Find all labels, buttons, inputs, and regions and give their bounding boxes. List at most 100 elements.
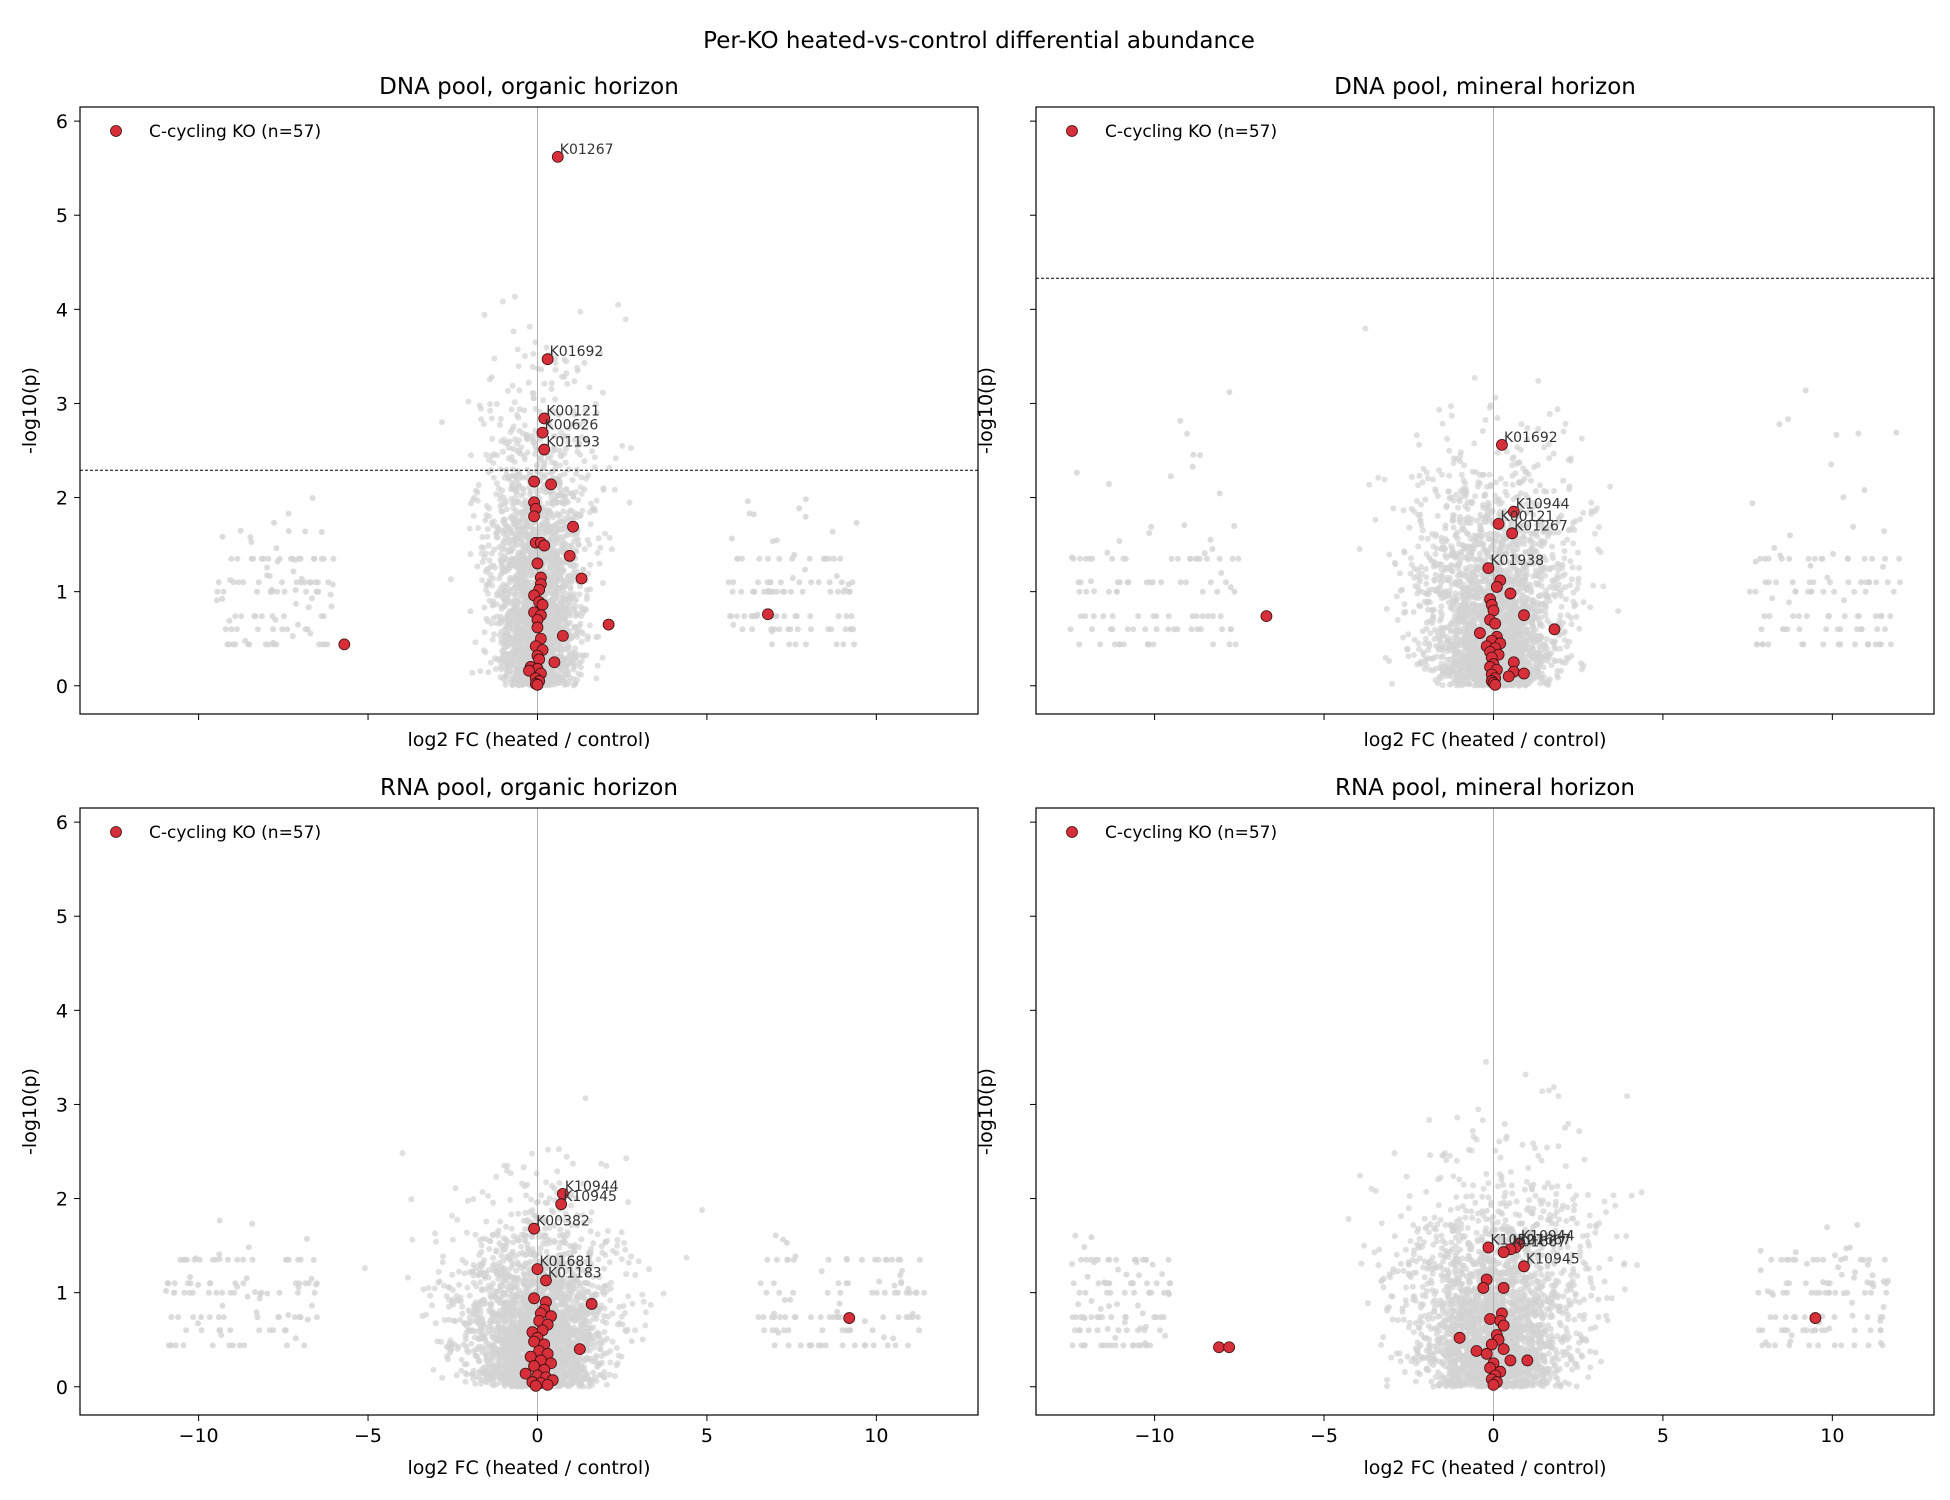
background-point <box>1416 578 1423 585</box>
background-point <box>594 662 601 669</box>
background-point <box>1453 491 1460 498</box>
background-point <box>1415 640 1422 647</box>
background-point <box>491 546 498 553</box>
background-point <box>527 551 534 558</box>
background-point <box>578 474 585 481</box>
background-point <box>1443 554 1450 561</box>
background-point <box>830 555 837 562</box>
background-point <box>585 570 592 577</box>
background-point <box>1432 551 1439 558</box>
background-point <box>843 613 850 620</box>
background-point <box>538 522 544 529</box>
background-point <box>578 434 585 441</box>
background-point <box>786 641 793 648</box>
background-point <box>505 476 512 483</box>
background-point <box>1413 432 1420 439</box>
background-point <box>512 555 519 562</box>
background-point <box>1524 522 1531 529</box>
background-point <box>1567 558 1574 565</box>
background-point <box>481 311 488 318</box>
background-point <box>1509 472 1516 479</box>
background-point <box>597 350 604 357</box>
background-point <box>521 422 528 429</box>
background-point <box>572 645 579 652</box>
background-point <box>1564 536 1571 543</box>
background-point <box>524 466 531 473</box>
background-point <box>1461 462 1467 469</box>
background-point <box>519 606 525 613</box>
background-point <box>316 641 323 648</box>
background-point <box>557 452 564 459</box>
background-point <box>247 534 254 541</box>
background-point <box>503 506 510 513</box>
background-point <box>475 482 482 488</box>
background-point <box>1479 428 1486 435</box>
background-point <box>756 555 763 562</box>
background-point <box>1550 640 1557 647</box>
background-point <box>799 588 806 595</box>
background-point <box>511 590 518 597</box>
background-point <box>486 597 493 604</box>
background-point <box>502 678 509 685</box>
background-point <box>565 466 572 473</box>
background-point <box>535 528 542 535</box>
background-point <box>226 617 233 624</box>
background-point <box>498 666 505 673</box>
background-point <box>271 519 277 526</box>
background-point <box>565 425 572 432</box>
background-point <box>1523 501 1530 507</box>
background-point <box>486 376 493 383</box>
background-point <box>1558 667 1564 674</box>
background-point <box>230 579 237 586</box>
background-point <box>514 346 521 353</box>
background-point <box>234 555 241 562</box>
background-point <box>491 564 498 571</box>
background-point <box>1550 450 1557 457</box>
background-point <box>838 579 845 586</box>
background-point <box>479 577 486 584</box>
ko-point <box>538 412 551 425</box>
background-point <box>566 674 573 681</box>
background-point <box>1446 587 1453 594</box>
background-point <box>1560 428 1567 435</box>
background-point <box>764 555 771 562</box>
background-point <box>1532 674 1539 681</box>
background-point <box>1541 444 1548 451</box>
background-point <box>1416 441 1423 448</box>
background-point <box>219 595 226 602</box>
background-point <box>555 411 562 418</box>
background-point <box>1567 582 1574 589</box>
background-point <box>1431 577 1438 584</box>
background-point <box>507 625 514 632</box>
background-point <box>481 647 488 654</box>
background-point <box>545 558 552 565</box>
background-point <box>1486 471 1493 478</box>
background-point <box>327 591 334 598</box>
background-point <box>730 579 737 586</box>
background-point <box>572 650 579 656</box>
background-point <box>572 680 579 687</box>
background-point <box>1431 636 1438 642</box>
background-point <box>579 507 586 514</box>
background-point <box>541 380 548 387</box>
background-point <box>315 579 321 586</box>
background-point <box>560 674 567 681</box>
background-point <box>851 641 858 648</box>
background-point <box>1496 511 1503 518</box>
background-point <box>512 542 519 549</box>
background-point <box>500 538 507 545</box>
background-point <box>581 359 588 366</box>
background-point <box>530 526 537 533</box>
background-point <box>504 643 511 650</box>
background-point <box>556 462 563 469</box>
background-point <box>484 533 491 540</box>
background-point <box>540 474 547 481</box>
background-point <box>1563 643 1570 650</box>
background-point <box>1498 541 1505 548</box>
background-point <box>264 572 271 579</box>
background-point <box>522 515 529 522</box>
background-point <box>493 400 500 407</box>
background-point <box>1416 472 1423 479</box>
background-point <box>1479 471 1486 478</box>
background-point <box>302 528 309 535</box>
